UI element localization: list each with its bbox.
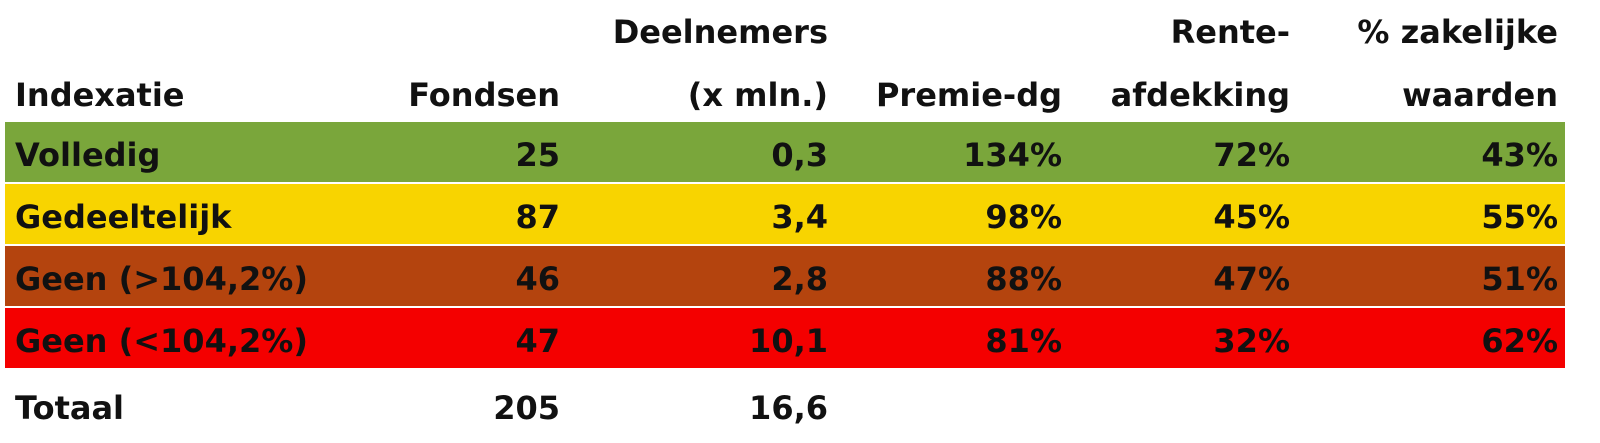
cell: 25	[515, 136, 560, 174]
total-label: Totaal	[15, 389, 125, 427]
cell: 32%	[1213, 322, 1290, 360]
total-cell: 205	[493, 389, 560, 427]
total-cell: 16,6	[749, 389, 828, 427]
cell: 62%	[1481, 322, 1558, 360]
row-band	[5, 246, 1565, 306]
column-header: Rente-	[1170, 13, 1290, 51]
row-band	[5, 308, 1565, 368]
cell: 87	[515, 198, 560, 236]
cell: 55%	[1481, 198, 1558, 236]
cell: 0,3	[771, 136, 828, 174]
cell: 46	[515, 260, 560, 298]
cell: 88%	[985, 260, 1062, 298]
cell: 47	[515, 322, 560, 360]
row-label: Geen (>104,2%)	[15, 260, 308, 298]
cell: 2,8	[771, 260, 828, 298]
row-label: Volledig	[15, 136, 161, 174]
cell: 47%	[1213, 260, 1290, 298]
cell: 51%	[1481, 260, 1558, 298]
cell: 43%	[1481, 136, 1558, 174]
cell: 10,1	[749, 322, 828, 360]
cell: 3,4	[771, 198, 828, 236]
column-header: Indexatie	[15, 76, 185, 114]
row-label: Gedeeltelijk	[15, 198, 232, 236]
cell: 98%	[985, 198, 1062, 236]
column-header: Fondsen	[408, 76, 560, 114]
row-band	[5, 122, 1565, 182]
row-label: Geen (<104,2%)	[15, 322, 308, 360]
cell: 134%	[963, 136, 1062, 174]
column-header: Premie-dg	[875, 76, 1062, 114]
column-header: (x mln.)	[687, 76, 828, 114]
row-band	[5, 184, 1565, 244]
cell: 45%	[1213, 198, 1290, 236]
cell: 81%	[985, 322, 1062, 360]
cell: 72%	[1213, 136, 1290, 174]
column-header: afdekking	[1110, 76, 1290, 114]
column-header: Deelnemers	[612, 13, 828, 51]
column-header: waarden	[1402, 76, 1558, 114]
column-header: % zakelijke	[1357, 13, 1558, 51]
